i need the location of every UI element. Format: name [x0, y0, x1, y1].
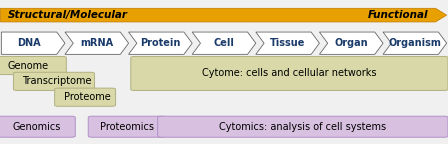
Text: Structural/Molecular: Structural/Molecular [8, 10, 128, 20]
FancyBboxPatch shape [55, 88, 116, 106]
Polygon shape [192, 32, 256, 54]
Text: Transcriptome: Transcriptome [22, 76, 92, 86]
Text: Functional: Functional [367, 10, 428, 20]
Polygon shape [383, 32, 447, 54]
Text: Proteomics: Proteomics [99, 122, 154, 132]
FancyBboxPatch shape [13, 72, 95, 90]
Text: Cell: Cell [214, 38, 234, 48]
Polygon shape [319, 32, 383, 54]
Text: Organism: Organism [388, 38, 441, 48]
Text: Organ: Organ [334, 38, 368, 48]
FancyBboxPatch shape [158, 116, 448, 137]
Text: Proteome: Proteome [64, 92, 110, 102]
Polygon shape [129, 32, 192, 54]
Polygon shape [0, 8, 447, 22]
Polygon shape [256, 32, 319, 54]
Text: Genomics: Genomics [13, 122, 61, 132]
Text: Genome: Genome [8, 60, 49, 71]
Polygon shape [1, 32, 65, 54]
Text: mRNA: mRNA [80, 38, 113, 48]
FancyBboxPatch shape [0, 116, 75, 137]
Text: DNA: DNA [17, 38, 41, 48]
FancyBboxPatch shape [131, 56, 448, 90]
Polygon shape [65, 32, 129, 54]
Text: Protein: Protein [140, 38, 181, 48]
FancyBboxPatch shape [88, 116, 165, 137]
Text: Cytome: cells and cellular networks: Cytome: cells and cellular networks [202, 68, 377, 78]
Text: Tissue: Tissue [270, 38, 305, 48]
Text: Cytomics: analysis of cell systems: Cytomics: analysis of cell systems [219, 122, 387, 132]
FancyBboxPatch shape [0, 56, 66, 75]
